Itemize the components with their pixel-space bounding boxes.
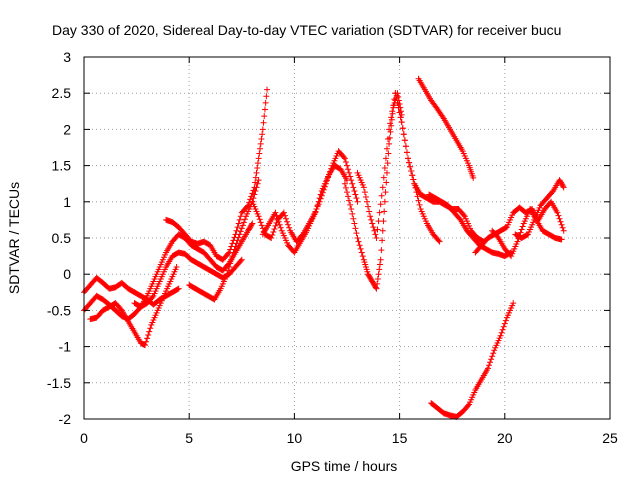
series-prn-track-3 (87, 263, 180, 349)
data-point-markers (259, 148, 361, 256)
data-point-markers (415, 75, 477, 181)
y-axis-label: SDTVAR / TECUs (6, 182, 22, 294)
y-tick-label: 2.5 (52, 85, 72, 101)
y-tick-label: -0.5 (47, 302, 71, 318)
y-tick-label: -1.5 (47, 375, 71, 391)
y-tick-label: -1 (59, 339, 72, 355)
data-point-markers (131, 220, 256, 310)
data-point-markers (489, 206, 565, 260)
y-tick-label: 3 (63, 49, 71, 65)
y-tick-label: 2 (63, 121, 71, 137)
series-prn-track-8 (259, 148, 361, 256)
x-tick-label: 20 (497, 430, 513, 446)
x-axis-label: GPS time / hours (291, 458, 398, 474)
series-prn-track-12 (415, 75, 477, 181)
data-point-markers (428, 300, 517, 420)
axis-ticks: 0 5 10 15 20 25 -2 -1.5 -1 -0.5 0 0.5 1 1.5 2 2.5 3 (47, 49, 618, 446)
data-point-markers (163, 86, 271, 263)
y-tick-label: 1.5 (52, 158, 72, 174)
x-tick-label: 5 (185, 430, 193, 446)
chart-title: Day 330 of 2020, Sidereal Day-to-day VTE… (52, 22, 561, 38)
x-tick-label: 15 (392, 430, 408, 446)
data-point-markers (426, 191, 515, 260)
series-prn-track-5 (163, 86, 271, 263)
series-prn-track-13 (426, 191, 515, 260)
series-prn-track-16 (489, 206, 565, 260)
series-prn-track-14 (428, 300, 517, 420)
series-prn-track-4 (131, 220, 256, 310)
data-point-markers (512, 177, 567, 241)
y-tick-label: 0 (63, 266, 71, 282)
x-tick-label: 0 (80, 430, 88, 446)
y-tick-label: 0.5 (52, 230, 72, 246)
y-tick-label: 1 (63, 194, 71, 210)
y-tick-label: -2 (59, 411, 72, 427)
x-tick-label: 10 (287, 430, 303, 446)
x-tick-label: 25 (602, 430, 618, 446)
series-prn-track-17 (512, 177, 567, 241)
data-point-markers (87, 263, 180, 349)
data-marks (81, 75, 567, 420)
